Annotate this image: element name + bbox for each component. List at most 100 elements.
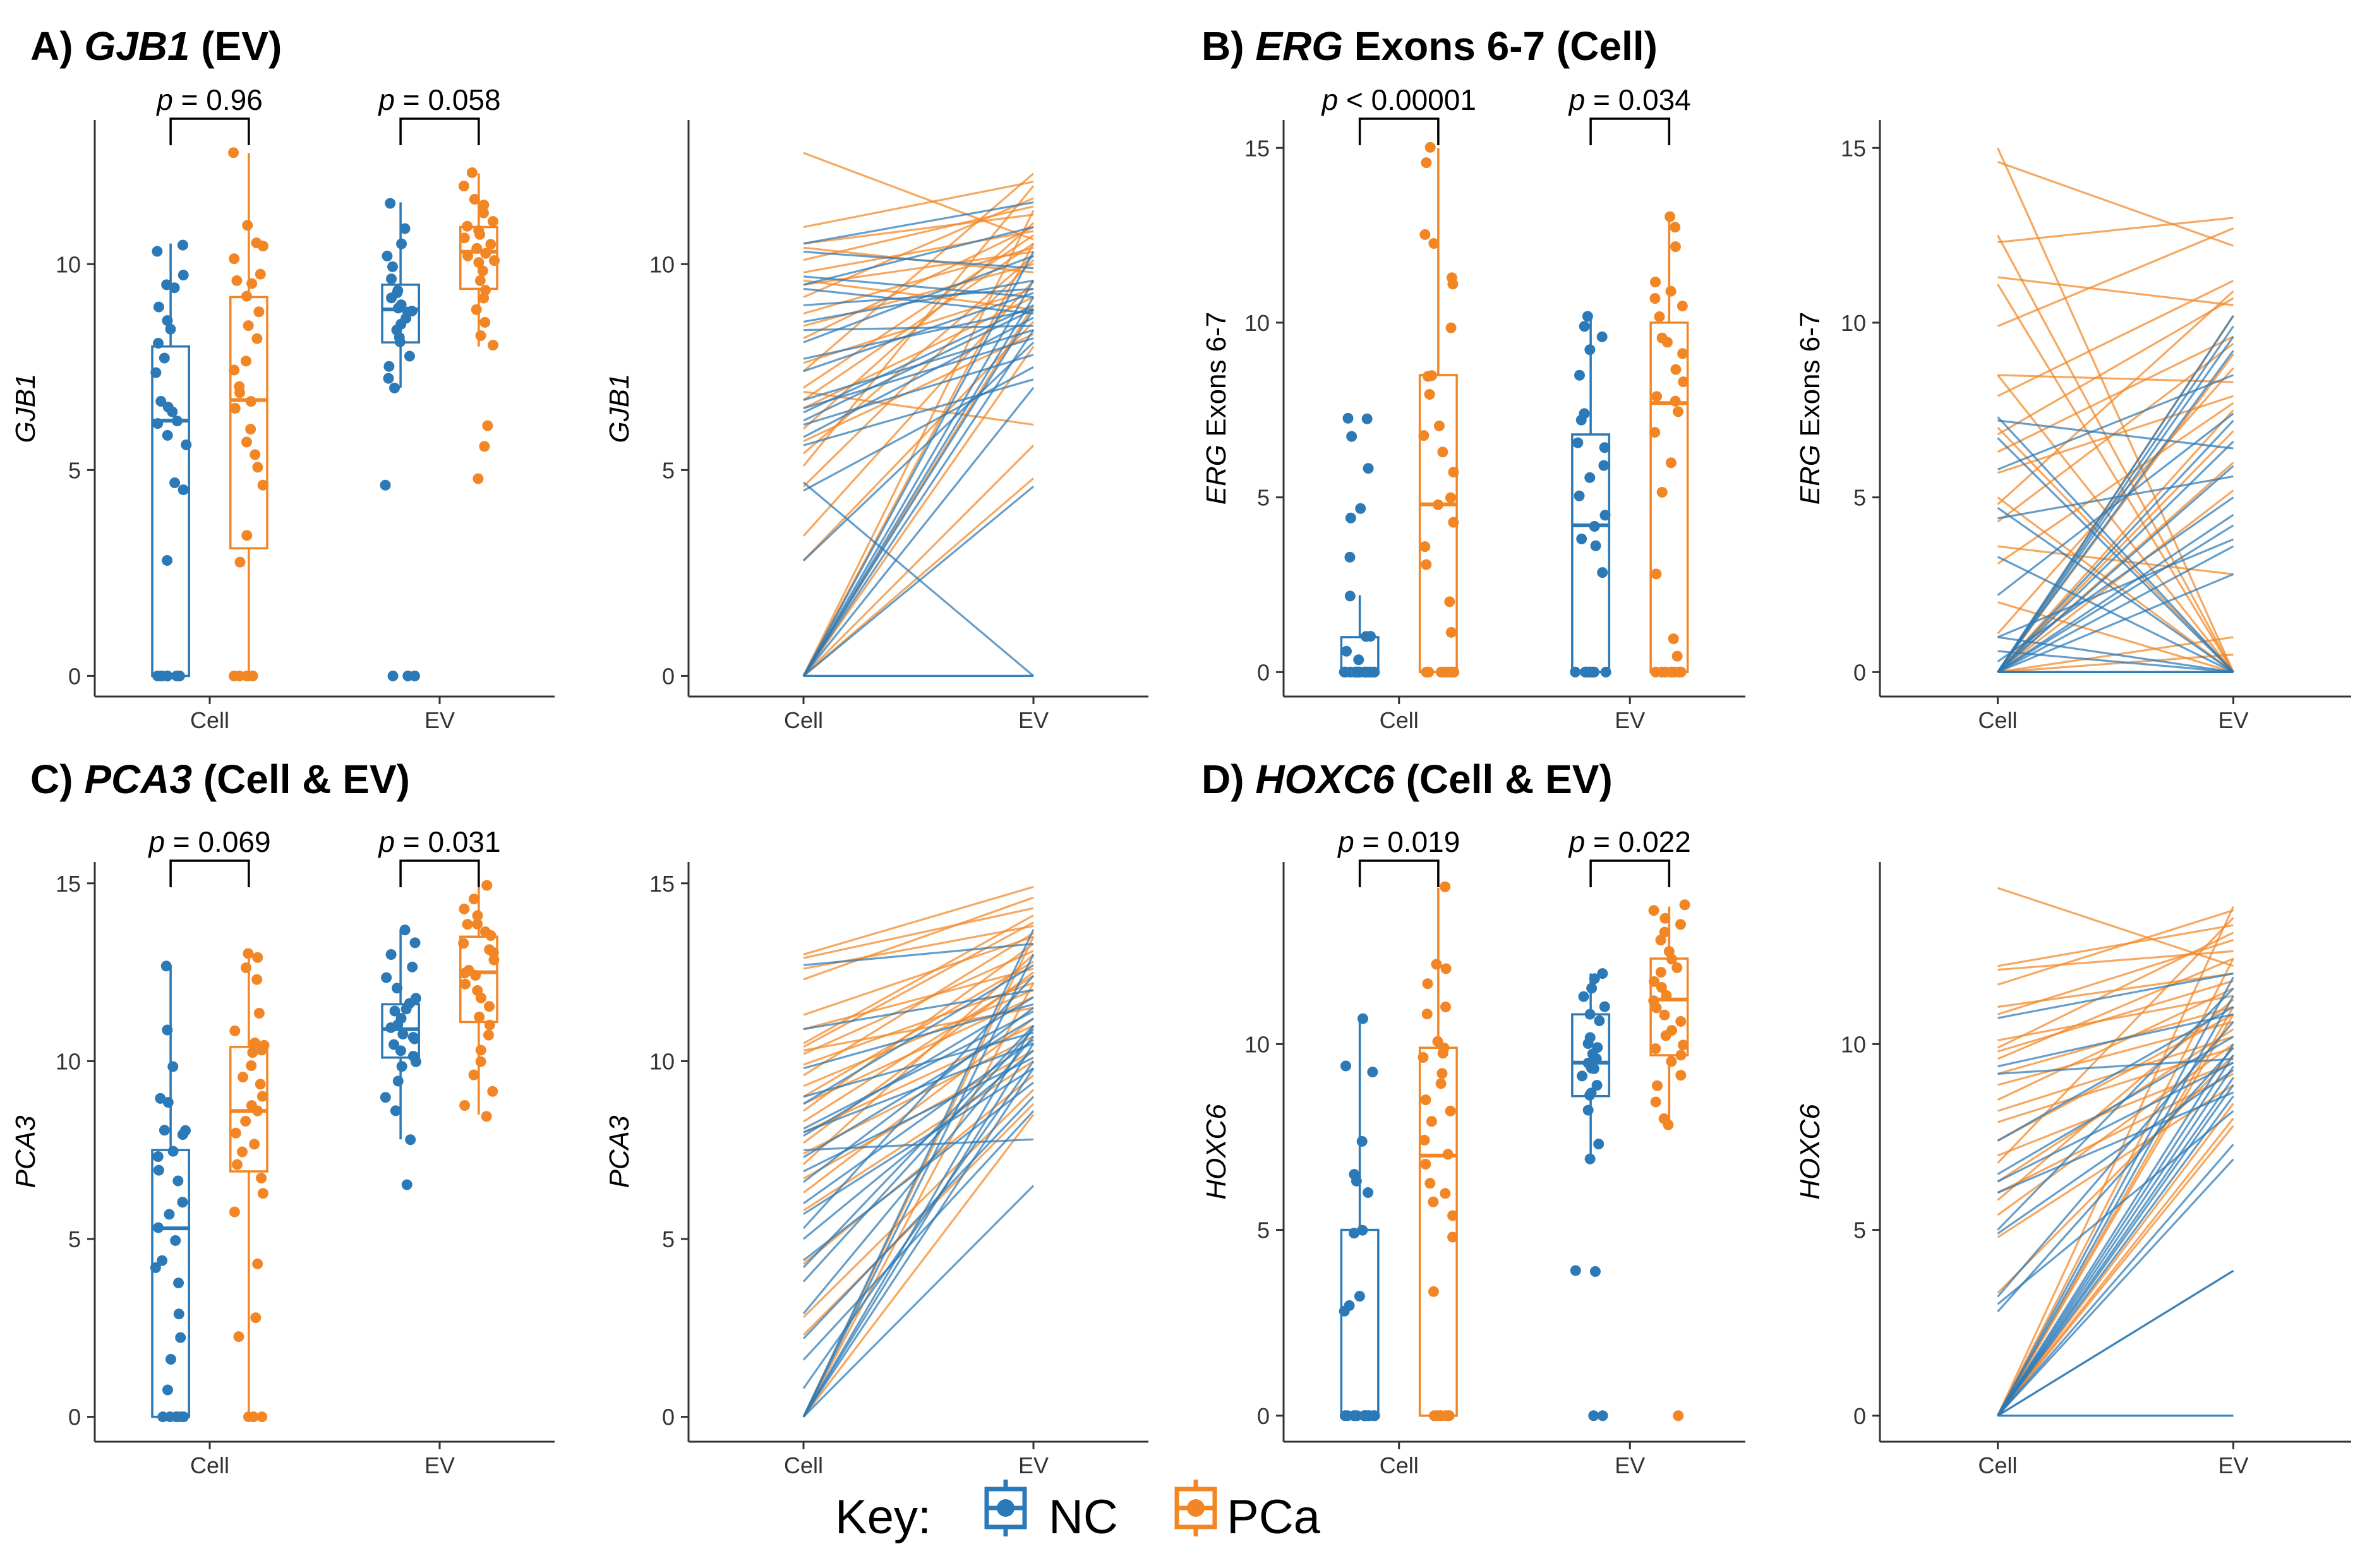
data-point-pca <box>247 1047 258 1058</box>
paired-line-pca <box>803 935 1034 1016</box>
data-point-pca <box>252 1105 263 1116</box>
data-point-pca <box>487 1086 498 1097</box>
y-tick-label: 10 <box>56 251 81 277</box>
data-point-pca <box>234 556 246 568</box>
data-point-nc <box>388 1039 400 1050</box>
paired-line-nc <box>1997 995 2234 1416</box>
data-point-pca <box>487 216 498 227</box>
paired-line-nc <box>802 309 1035 677</box>
data-point-nc <box>1341 645 1352 657</box>
data-point-pca <box>479 316 491 328</box>
paired-line-nc <box>803 226 1034 286</box>
data-point-pca <box>228 670 239 681</box>
data-point-nc <box>162 554 173 566</box>
paired-line-nc <box>803 254 1034 344</box>
paired-line-pca <box>803 333 1034 443</box>
data-point-pca <box>1428 238 1440 249</box>
paired-line-nc <box>1997 1069 2234 1235</box>
paired-line-pca <box>802 185 1035 467</box>
data-point-pca <box>1447 1231 1459 1243</box>
paired-line-pca <box>803 907 1034 959</box>
y-tick-label: 5 <box>662 1226 675 1252</box>
data-point-pca <box>1675 1070 1687 1081</box>
data-point-nc <box>170 1235 181 1246</box>
paired-line-nc <box>1997 1095 2234 1416</box>
data-point-nc <box>164 1411 176 1423</box>
paired-line-nc <box>1997 1084 2234 1416</box>
data-point-nc <box>401 1179 412 1190</box>
paired-line-pca <box>1997 409 2234 673</box>
data-point-nc <box>1599 442 1610 453</box>
data-point-pca <box>462 220 473 232</box>
paired-line-nc <box>802 341 1035 561</box>
paired-line-pca <box>803 896 1034 981</box>
data-point-pca <box>257 1188 268 1199</box>
panel-d-title: D) HOXC6 (Cell & EV) <box>1201 757 1613 802</box>
y-tick-label: 10 <box>56 1048 81 1074</box>
paired-line-nc <box>1997 976 2234 1416</box>
panel-a: 0 5 10 GJB1 Cell p = 0.96 EV p = 0.058 0 5 10 GJB1 C… <box>10 83 1148 733</box>
data-point-nc <box>1578 991 1589 1002</box>
data-point-nc <box>1575 414 1587 426</box>
x-tick-label: EV <box>1018 1452 1049 1478</box>
paired-line-pca <box>803 961 1034 1098</box>
paired-line-nc <box>1997 416 2234 673</box>
data-point-pca <box>251 333 263 344</box>
data-point-pca <box>257 479 268 491</box>
paired-line-pca <box>1997 924 2234 967</box>
y-tick-label: 5 <box>1853 485 1866 511</box>
data-point-pca <box>1445 1105 1456 1116</box>
paired-line-nc <box>802 386 1035 677</box>
paired-line-pca <box>1997 1014 2234 1416</box>
data-point-pca <box>1445 322 1457 333</box>
data-point-nc <box>178 1411 190 1423</box>
paired-line-nc <box>803 275 1034 299</box>
data-point-pca <box>488 954 500 966</box>
data-point-pca <box>245 424 256 435</box>
data-point-nc <box>1588 1410 1599 1421</box>
panel-d-boxplot: 0 5 10 HOXC6 Cell p = 0.019 EV p = 0.022 <box>1201 825 1745 1478</box>
data-point-nc <box>1597 1410 1608 1421</box>
y-tick-label: 0 <box>662 663 675 689</box>
paired-line-pca <box>1997 654 2234 673</box>
data-point-pca <box>1661 990 1672 1001</box>
paired-line-pca <box>1997 217 2234 244</box>
paired-line-nc <box>1997 1036 2234 1175</box>
data-point-nc <box>387 670 399 681</box>
legend-label-nc: NC <box>1049 1490 1118 1544</box>
data-point-pca <box>1665 666 1677 678</box>
data-point-pca <box>251 974 263 985</box>
paired-line-pca <box>1997 284 2234 673</box>
significance-bracket <box>399 117 480 145</box>
data-point-pca <box>250 1312 262 1324</box>
data-point-pca <box>475 1044 486 1056</box>
paired-line-nc <box>803 279 1034 323</box>
data-point-nc <box>1577 1070 1588 1082</box>
data-point-pca <box>1650 277 1661 288</box>
data-point-pca <box>1655 967 1666 978</box>
paired-line-pca <box>803 226 1034 340</box>
data-point-pca <box>1677 301 1688 312</box>
paired-line-nc <box>1997 1013 2234 1068</box>
data-point-pca <box>1447 1210 1459 1221</box>
data-point-pca <box>1445 492 1456 503</box>
data-point-nc <box>181 439 192 450</box>
data-point-pca <box>240 1115 251 1127</box>
data-point-nc <box>387 261 398 272</box>
p-value-label: p = 0.034 <box>1568 83 1691 116</box>
x-tick-label: Cell <box>784 707 823 733</box>
data-point-nc <box>1589 973 1600 984</box>
data-point-pca <box>1437 1048 1448 1059</box>
data-point-nc <box>177 1197 188 1208</box>
y-tick-label: 5 <box>68 1226 81 1252</box>
paired-line-nc <box>1997 440 2234 673</box>
data-point-nc <box>383 361 395 372</box>
paired-line-nc <box>802 481 1035 677</box>
data-point-pca <box>257 241 268 252</box>
data-point-pca <box>471 304 482 315</box>
paired-line-nc <box>802 1067 1035 1418</box>
data-point-nc <box>1589 1266 1601 1277</box>
y-tick-label: 5 <box>68 457 81 483</box>
data-point-nc <box>1597 968 1608 979</box>
data-point-nc <box>1340 1060 1351 1072</box>
